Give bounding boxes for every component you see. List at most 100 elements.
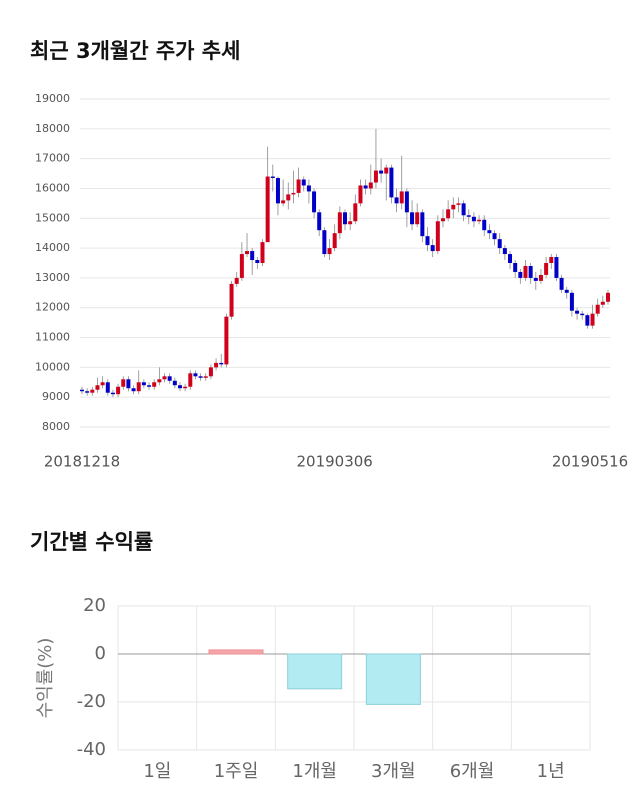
candle-body (415, 212, 420, 225)
candle-body (301, 179, 306, 186)
candle-body (600, 301, 605, 305)
candle-body (389, 167, 394, 198)
candle-body (606, 292, 610, 302)
candle-body (136, 382, 141, 392)
candle-body (275, 178, 280, 204)
candle-body (198, 376, 203, 378)
candle-body (188, 373, 193, 387)
candle-body (317, 212, 322, 231)
candle-body (487, 230, 492, 234)
candle-body (425, 236, 430, 246)
candle-body (595, 304, 600, 314)
y-tick-label: -20 (77, 691, 106, 712)
candle-body (410, 212, 415, 225)
candle-body (451, 204, 456, 210)
y-tick-label: 9000 (42, 390, 70, 403)
candle-body (121, 379, 126, 387)
chart-title: 최근 3개월간 주가 추세 (30, 39, 240, 63)
candle-body (492, 233, 497, 240)
candle-body (332, 233, 337, 249)
candle-body (105, 382, 110, 393)
y-tick-label: -40 (77, 739, 106, 760)
y-tick-label: 0 (95, 643, 106, 664)
candle-body (337, 212, 342, 234)
candle-body (208, 367, 213, 377)
candle-body (482, 219, 487, 231)
candle-body (554, 257, 559, 278)
candle-body (575, 310, 580, 314)
candle-body (373, 170, 378, 183)
bar (287, 653, 343, 690)
y-tick-label: 8000 (42, 420, 70, 433)
y-tick-label: 15000 (35, 211, 70, 224)
y-tick-label: 19000 (35, 92, 70, 105)
candle-body (399, 191, 404, 204)
candle-body (141, 382, 146, 386)
candle-body (85, 391, 90, 393)
y-axis-label: 수익률(%) (35, 638, 56, 719)
candle-body (147, 385, 152, 387)
candle-body (110, 392, 115, 395)
candle-body (502, 248, 507, 255)
candle-body (296, 179, 301, 193)
candle-body (430, 245, 435, 252)
candle-body (358, 185, 363, 204)
y-tick-label: 18000 (35, 122, 70, 135)
candle-body (286, 194, 291, 201)
candle-body (193, 373, 198, 377)
x-tick-label: 1년 (537, 761, 565, 782)
candle-body (508, 254, 513, 263)
candle-body (183, 386, 188, 389)
y-tick-label: 20 (83, 595, 106, 616)
x-tick-label: 1일 (143, 761, 171, 782)
candle-body (327, 248, 332, 255)
candle-body (538, 274, 543, 281)
candle-body (306, 185, 311, 192)
candle-body (126, 379, 131, 389)
candle-body (203, 376, 208, 378)
candle-body (162, 376, 167, 380)
y-tick-label: 16000 (35, 181, 70, 194)
candle-body (513, 263, 518, 272)
candle-body (590, 313, 595, 326)
candle-body (116, 386, 121, 395)
candle-body (177, 385, 182, 389)
candle-body (219, 362, 224, 365)
candle-body (466, 215, 471, 217)
candle-body (379, 170, 384, 174)
x-tick-label: 20190306 (297, 453, 373, 471)
candle-body (440, 218, 445, 222)
bar (208, 649, 264, 655)
candle-body (384, 167, 389, 174)
candle-body (152, 382, 157, 387)
candle-body (518, 271, 523, 278)
candle-body (90, 389, 95, 393)
candle-body (580, 313, 585, 316)
candle-body (229, 283, 234, 317)
candle-body (255, 260, 260, 263)
x-tick-label: 6개월 (450, 761, 495, 782)
candle-body (100, 382, 105, 386)
candle-body (585, 315, 590, 326)
x-tick-label: 1주일 (214, 761, 259, 782)
candle-body (497, 239, 502, 249)
candle-body (131, 388, 136, 392)
candle-body (471, 216, 476, 222)
candle-body (564, 289, 569, 293)
candle-body (270, 176, 275, 179)
candle-body (394, 197, 399, 204)
candle-body (456, 203, 461, 205)
y-tick-label: 10000 (35, 360, 70, 373)
x-tick-label: 20181218 (44, 453, 120, 471)
candle-body (363, 185, 368, 189)
candle-body (544, 263, 549, 275)
y-tick-label: 11000 (35, 331, 70, 344)
candle-body (523, 265, 528, 278)
y-tick-label: 17000 (35, 152, 70, 165)
y-tick-label: 13000 (35, 271, 70, 284)
chart-title: 기간별 수익률 (30, 530, 153, 554)
candle-body (157, 379, 162, 383)
candle-body (343, 212, 347, 225)
candle-body (250, 251, 255, 261)
